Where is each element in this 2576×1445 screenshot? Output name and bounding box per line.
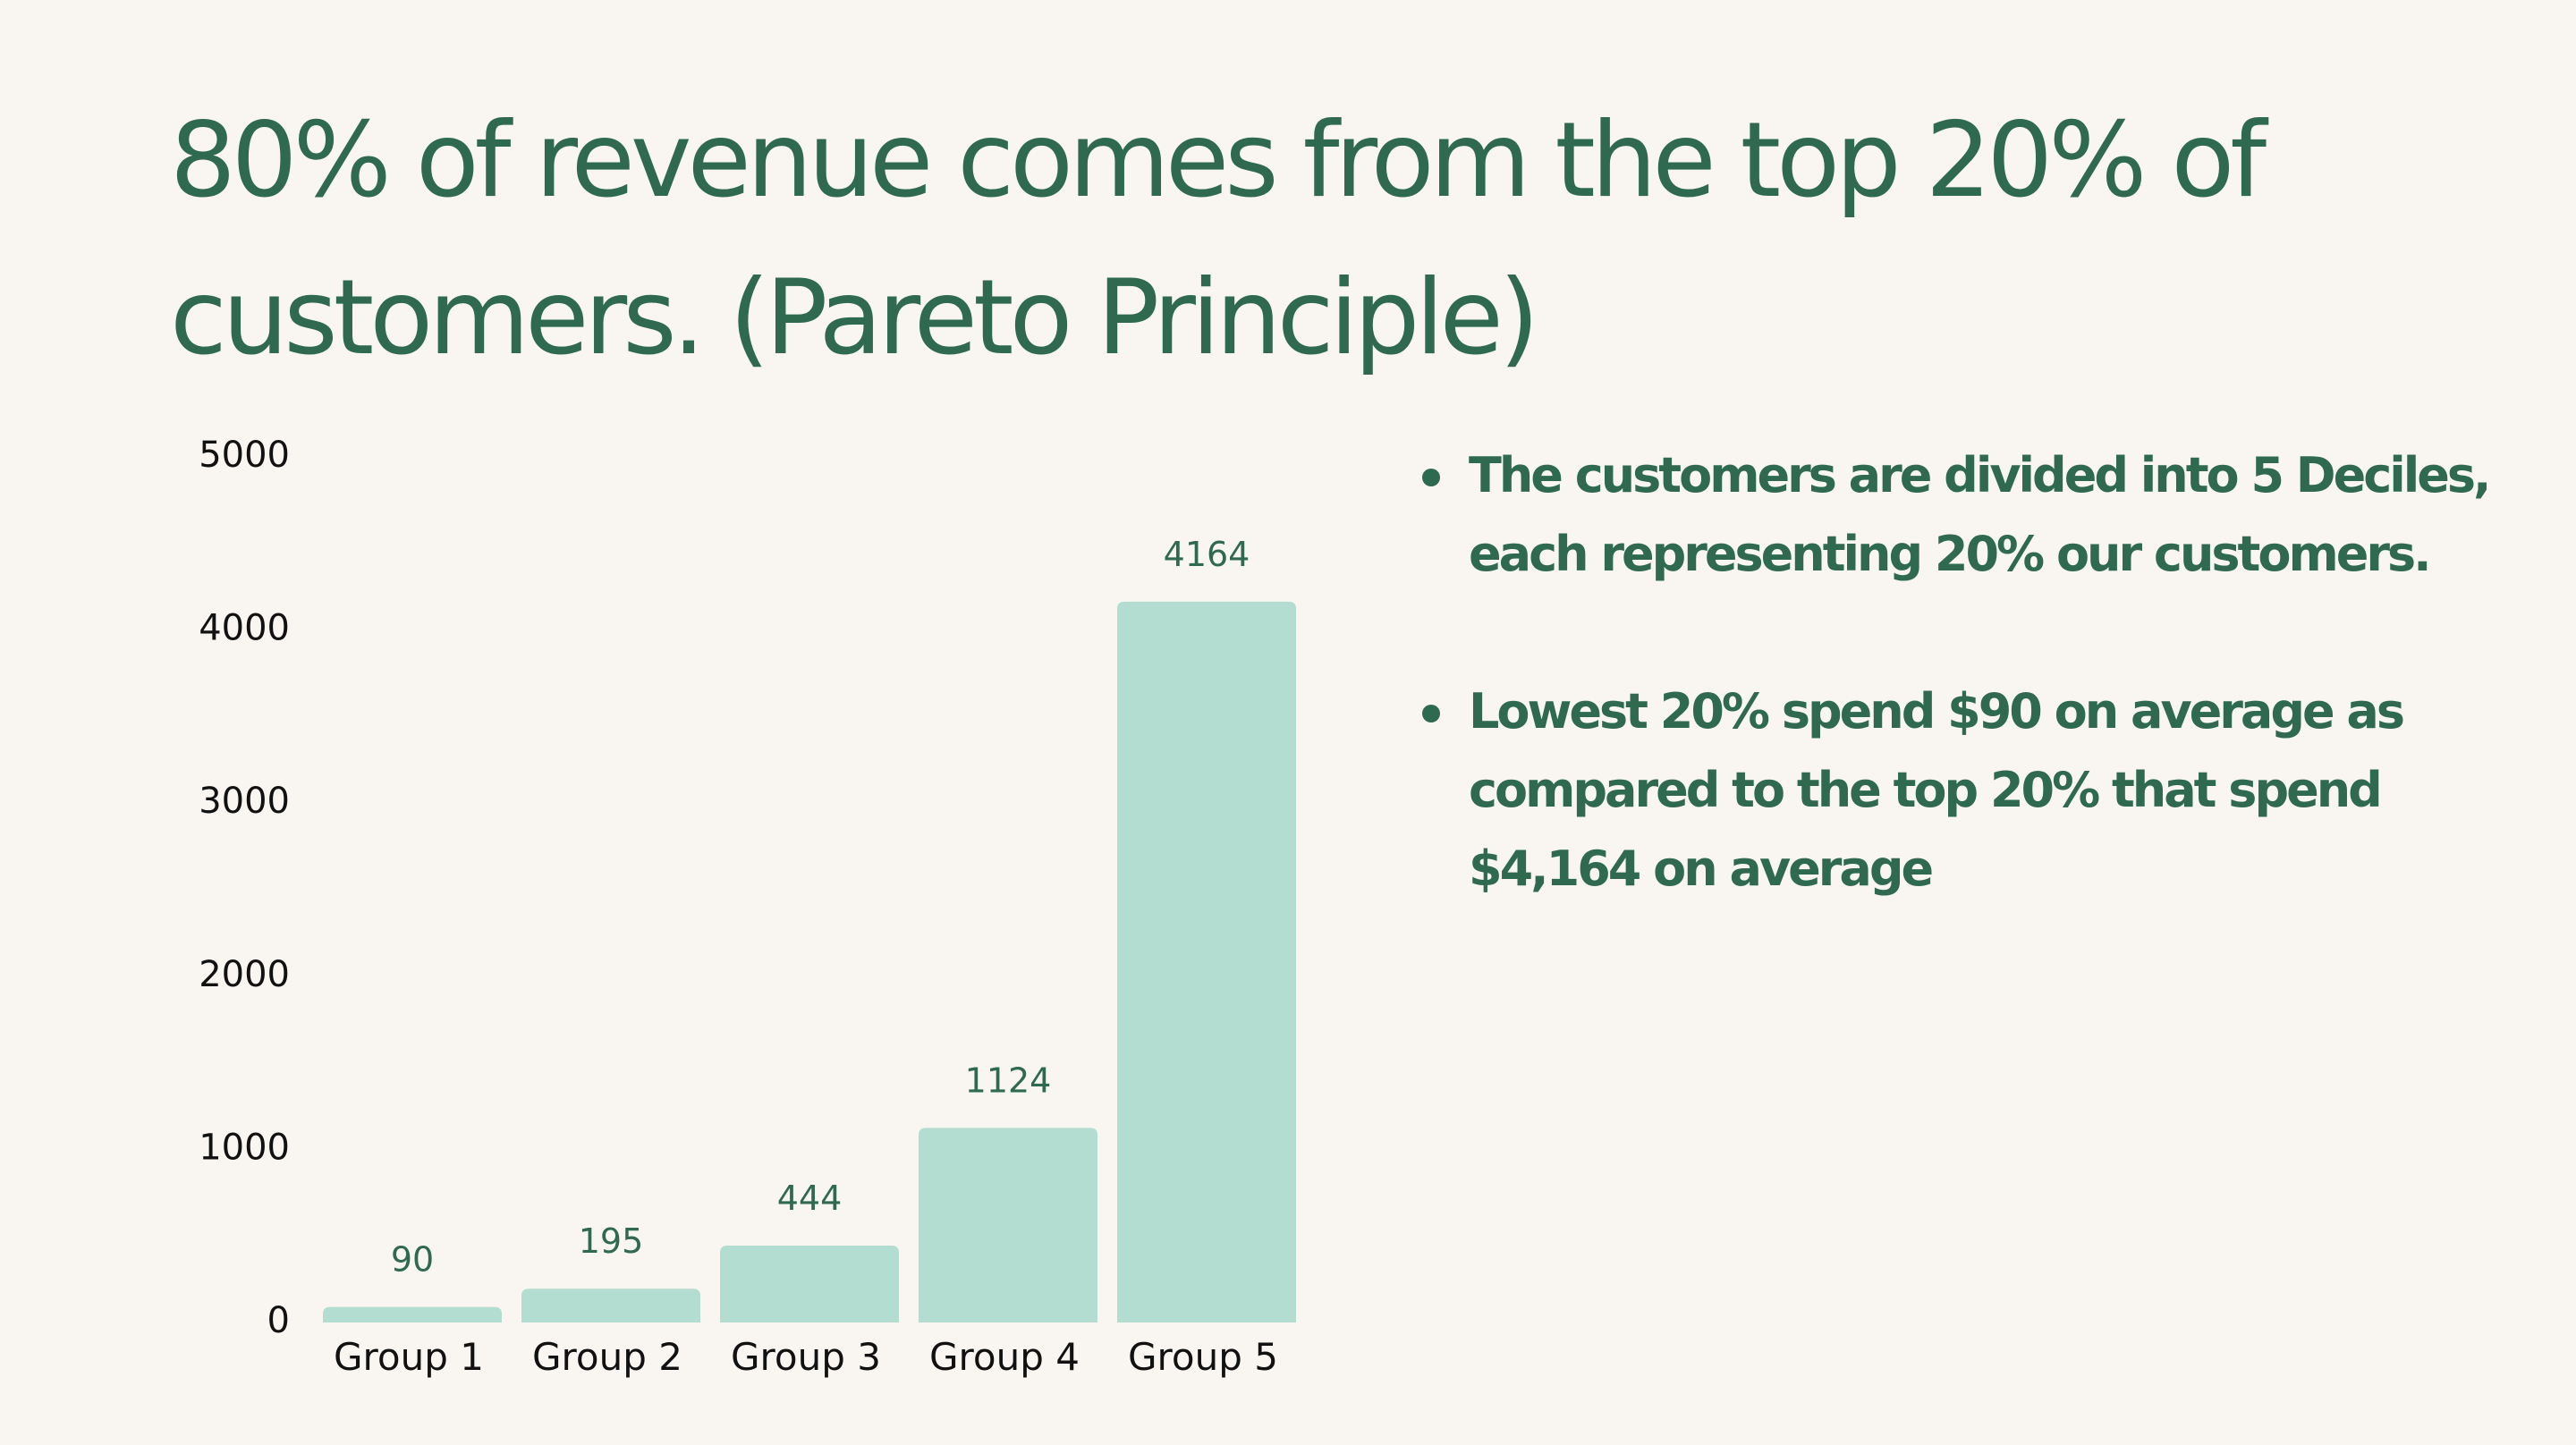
x-category-label: Group 2 [532, 1335, 682, 1379]
bar-group-2 [521, 1289, 700, 1322]
x-axis: Group 1 Group 2 Group 3 Group 4 Group 5 [334, 1335, 1278, 1379]
y-tick-label: 3000 [199, 781, 290, 822]
insights-list: The customers are divided into 5 Deciles… [1422, 436, 2496, 987]
x-category-label: Group 4 [929, 1335, 1080, 1379]
bar-group-4 [919, 1128, 1097, 1322]
insight-item-deciles: The customers are divided into 5 Deciles… [1422, 436, 2496, 594]
y-tick-label: 2000 [199, 954, 290, 995]
insight-text: Lowest 20% spend $90 on average as compa… [1469, 683, 2405, 897]
slide-title: 80% of revenue comes from the top 20% of… [170, 100, 2267, 378]
bar-group-5 [1117, 601, 1296, 1322]
bars [323, 601, 1296, 1322]
y-tick-label: 4000 [199, 608, 290, 649]
data-label: 4164 [1164, 535, 1250, 574]
x-category-label: Group 5 [1128, 1335, 1278, 1379]
insight-item-spend: Lowest 20% spend $90 on average as compa… [1422, 672, 2496, 908]
bar-group-1 [323, 1306, 502, 1322]
x-category-label: Group 1 [334, 1335, 484, 1379]
y-tick-label: 1000 [199, 1127, 290, 1168]
data-label: 195 [579, 1221, 644, 1261]
y-axis: 0 1000 2000 3000 4000 5000 [199, 435, 290, 1341]
y-tick-label: 0 [267, 1300, 290, 1341]
y-tick-label: 5000 [199, 435, 290, 476]
bullet-icon [1422, 705, 1440, 722]
bullet-icon [1422, 469, 1440, 486]
x-category-label: Group 3 [731, 1335, 881, 1379]
data-labels: 90 195 444 1124 4164 [391, 535, 1250, 1280]
data-label: 1124 [965, 1061, 1052, 1100]
data-label: 444 [777, 1179, 843, 1218]
bar-group-3 [720, 1246, 899, 1322]
insight-text: The customers are divided into 5 Deciles… [1469, 447, 2492, 582]
data-label: 90 [391, 1240, 434, 1280]
